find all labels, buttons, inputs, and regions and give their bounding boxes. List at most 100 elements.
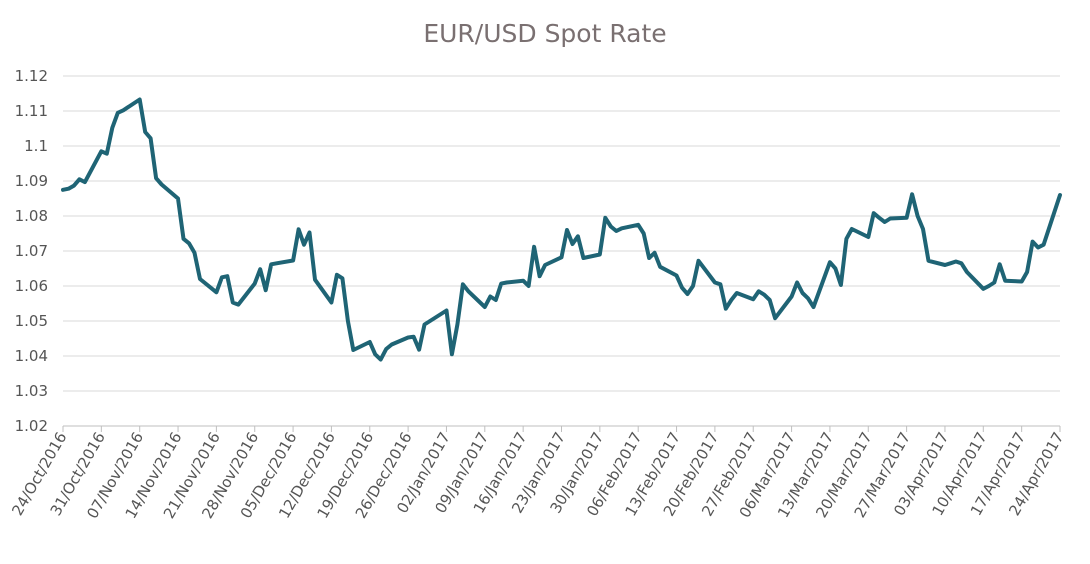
data-point [883, 220, 887, 224]
chart-title: EUR/USD Spot Rate [423, 19, 666, 48]
data-point [718, 282, 722, 286]
data-point [149, 136, 153, 140]
data-point [417, 348, 421, 352]
data-point [888, 217, 892, 220]
data-point [176, 197, 180, 200]
data-point [269, 262, 273, 266]
data-point [308, 231, 311, 234]
data-point [998, 262, 1002, 266]
data-point [571, 242, 574, 246]
data-point [943, 263, 947, 267]
data-point [773, 316, 777, 320]
data-point [67, 187, 70, 191]
data-point [236, 303, 240, 307]
data-point [768, 298, 772, 302]
data-point [636, 223, 640, 227]
y-tick-label: 1.04 [15, 347, 48, 365]
data-point [675, 274, 678, 277]
data-point [187, 241, 191, 245]
y-tick-label: 1.08 [15, 207, 48, 225]
data-point [116, 111, 120, 115]
data-point [505, 281, 509, 284]
data-point [445, 309, 448, 312]
data-point [872, 211, 876, 215]
data-point [297, 227, 301, 231]
data-point [905, 216, 909, 220]
y-tick-label: 1.12 [15, 67, 48, 85]
data-point [801, 291, 804, 295]
x-axis-tick-labels: 24/Oct/201631/Oct/201607/Nov/201614/Nov/… [8, 429, 1067, 522]
data-point [757, 289, 761, 293]
data-point [154, 176, 158, 180]
data-point [538, 274, 542, 278]
data-point [598, 253, 602, 256]
y-tick-label: 1.1 [24, 137, 48, 155]
data-point [576, 234, 580, 238]
data-point [713, 281, 717, 284]
y-tick-label: 1.03 [15, 382, 48, 400]
data-point [384, 347, 388, 351]
y-tick-label: 1.06 [15, 277, 48, 295]
data-point [921, 227, 925, 231]
data-point [560, 255, 563, 259]
data-point [735, 291, 739, 295]
data-point [466, 289, 470, 293]
x-axis [62, 425, 1061, 432]
data-point [521, 279, 525, 283]
data-point [494, 298, 498, 302]
y-tick-label: 1.07 [15, 242, 48, 260]
data-point [532, 245, 536, 249]
data-point [751, 297, 755, 301]
data-point [121, 108, 125, 112]
y-tick-label: 1.02 [15, 417, 48, 435]
series-group [61, 97, 1062, 362]
data-point [1025, 270, 1029, 274]
data-point [724, 307, 728, 311]
data-point [214, 290, 218, 294]
data-point [620, 226, 624, 230]
data-point [346, 319, 350, 323]
data-point [225, 274, 229, 278]
data-point [264, 288, 268, 292]
data-point [258, 267, 262, 271]
data-point [61, 188, 65, 192]
data-point [182, 237, 185, 241]
data-point [291, 259, 295, 262]
data-point [954, 260, 958, 263]
y-axis-tick-labels: 1.02 1.03 1.04 1.05 1.06 1.07 1.08 1.09 1.1 1.11 1… [15, 67, 48, 435]
data-point [77, 177, 81, 181]
data-point [812, 305, 815, 309]
data-point [614, 229, 618, 233]
data-point [916, 214, 920, 218]
data-point [691, 284, 695, 288]
data-point [499, 282, 503, 286]
data-point [806, 296, 810, 300]
data-point [658, 265, 662, 269]
data-point [790, 295, 794, 298]
data-point [231, 301, 235, 304]
data-point [1058, 193, 1062, 197]
data-point [839, 283, 843, 287]
data-point [1031, 240, 1035, 244]
data-point [193, 251, 196, 255]
data-point [527, 284, 531, 288]
data-point [253, 282, 257, 286]
data-point [72, 184, 76, 188]
y-tick-label: 1.09 [15, 172, 48, 190]
data-point [461, 282, 465, 286]
data-point [581, 256, 585, 260]
data-point [1042, 243, 1046, 247]
data-point [488, 295, 492, 298]
data-point [543, 263, 547, 267]
data-point [483, 305, 487, 309]
data-point [390, 343, 394, 346]
data-point [981, 287, 985, 291]
data-point [965, 270, 969, 274]
data-point [105, 152, 109, 156]
data-point [1036, 246, 1040, 249]
data-point [828, 260, 832, 264]
data-point [680, 286, 684, 290]
data-point [866, 235, 870, 239]
data-point [275, 261, 279, 265]
